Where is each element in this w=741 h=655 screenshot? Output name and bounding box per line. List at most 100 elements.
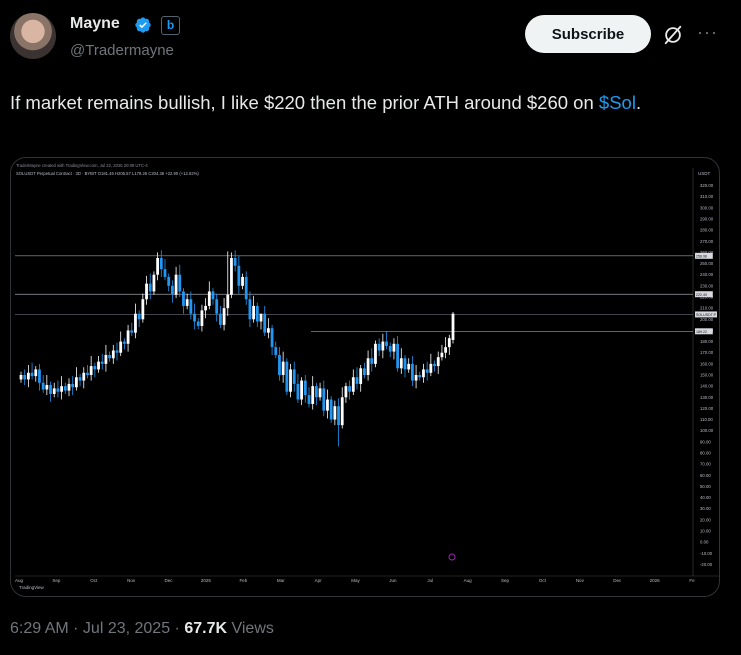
candle <box>348 386 352 392</box>
candle <box>49 385 52 394</box>
candle <box>318 388 322 398</box>
candle <box>182 291 185 306</box>
candle <box>200 310 204 326</box>
author-name[interactable]: Mayne <box>70 15 120 32</box>
candle <box>45 385 49 390</box>
candle <box>86 372 89 375</box>
candle <box>333 406 337 420</box>
candle <box>422 369 425 378</box>
y-tick-label: 50.00 <box>700 484 711 489</box>
candle <box>207 291 211 306</box>
candle <box>196 321 200 326</box>
candle <box>266 328 270 333</box>
x-tick-label: Jul <box>427 578 433 583</box>
x-tick-label: May <box>351 578 360 583</box>
candle <box>222 308 226 325</box>
candle <box>359 368 363 384</box>
candle <box>30 372 34 377</box>
price-level-tag <box>695 311 717 318</box>
tradingview-watermark: TradingView <box>19 585 45 590</box>
candle <box>233 258 237 266</box>
y-tick-label: 90.00 <box>700 439 711 444</box>
tweet-date[interactable]: Jul 23, 2025 <box>82 620 171 637</box>
candle <box>307 395 311 404</box>
candle <box>74 377 78 388</box>
price-level-label: SOLUSDT.P 204.36 <box>696 313 719 317</box>
candle <box>252 305 256 320</box>
price-chart: TraderMayne created with TradingView.com… <box>15 163 719 590</box>
views-count: 67.7K <box>184 620 228 637</box>
candle <box>451 313 455 340</box>
candle <box>126 330 130 344</box>
candle <box>52 388 56 394</box>
candle <box>23 375 27 380</box>
x-tick-label: Nov <box>576 578 585 583</box>
y-tick-label: 80.00 <box>700 451 711 456</box>
y-tick-label: 140.00 <box>700 384 714 389</box>
x-tick-label: Aug <box>464 578 473 583</box>
candle <box>185 299 189 306</box>
tweet-media-chart[interactable]: TraderMayne created with TradingView.com… <box>10 157 720 597</box>
x-tick-label: Dec <box>613 578 622 583</box>
grok-icon[interactable] <box>662 24 684 46</box>
candle <box>344 386 348 398</box>
y-tick-label: 0.00 <box>700 540 709 545</box>
candle <box>104 354 108 364</box>
candle <box>436 357 440 367</box>
y-tick-label: 320.00 <box>700 183 714 188</box>
candle <box>285 361 289 392</box>
tweet-time[interactable]: 6:29 AM <box>10 620 69 637</box>
candle <box>204 305 208 311</box>
x-tick-label: Sep <box>52 578 61 583</box>
candle <box>178 274 182 292</box>
candle <box>289 369 292 392</box>
candle <box>193 313 196 322</box>
candle <box>89 366 93 375</box>
author-handle[interactable]: @Tradermayne <box>70 42 174 59</box>
y-tick-label: 100.00 <box>700 428 714 433</box>
y-tick-label: 10.00 <box>700 529 711 534</box>
candle <box>407 363 411 370</box>
y-tick-label: 60.00 <box>700 473 711 478</box>
candle <box>241 276 244 286</box>
y-tick-label: 210.00 <box>700 306 714 311</box>
more-icon[interactable]: ··· <box>697 22 718 42</box>
candle <box>141 299 145 320</box>
x-tick-label: Mar <box>277 578 285 583</box>
candle <box>425 369 429 373</box>
candle <box>78 377 82 381</box>
candle <box>145 283 148 300</box>
x-tick-label: Jun <box>389 578 397 583</box>
subscribe-button[interactable]: Subscribe <box>525 15 651 53</box>
candle <box>263 313 267 333</box>
cashtag-link[interactable]: $Sol <box>598 92 636 113</box>
candle <box>108 354 112 359</box>
candle <box>244 276 248 300</box>
x-tick-label: 2026 <box>650 578 661 583</box>
candle <box>67 383 71 391</box>
candle <box>314 386 318 398</box>
chart-header-line2: SOLUSDT Perpetual Contract · 3D · BYBIT … <box>16 171 199 176</box>
affiliate-badge[interactable]: b <box>161 16 180 35</box>
candle <box>156 258 160 275</box>
avatar[interactable] <box>10 13 56 59</box>
candle <box>255 305 259 322</box>
chart-header-line1: TraderMayne created with TradingView.com… <box>16 163 148 168</box>
y-tick-label: 120.00 <box>700 406 714 411</box>
candle <box>281 361 285 375</box>
candle <box>148 283 152 292</box>
candle <box>111 350 115 359</box>
y-tick-label: 30.00 <box>700 506 711 511</box>
candle <box>374 343 377 364</box>
price-level-tag <box>695 252 713 259</box>
candle <box>329 399 333 420</box>
candle <box>159 258 163 270</box>
candle <box>385 341 388 347</box>
candle <box>362 368 366 375</box>
x-tick-label: 2025 <box>201 578 212 583</box>
y-tick-label: 110.00 <box>700 417 713 422</box>
x-tick-label: Oct <box>90 578 98 583</box>
candle <box>56 388 60 392</box>
candle <box>237 265 241 286</box>
x-tick-label: Feb <box>239 578 247 583</box>
